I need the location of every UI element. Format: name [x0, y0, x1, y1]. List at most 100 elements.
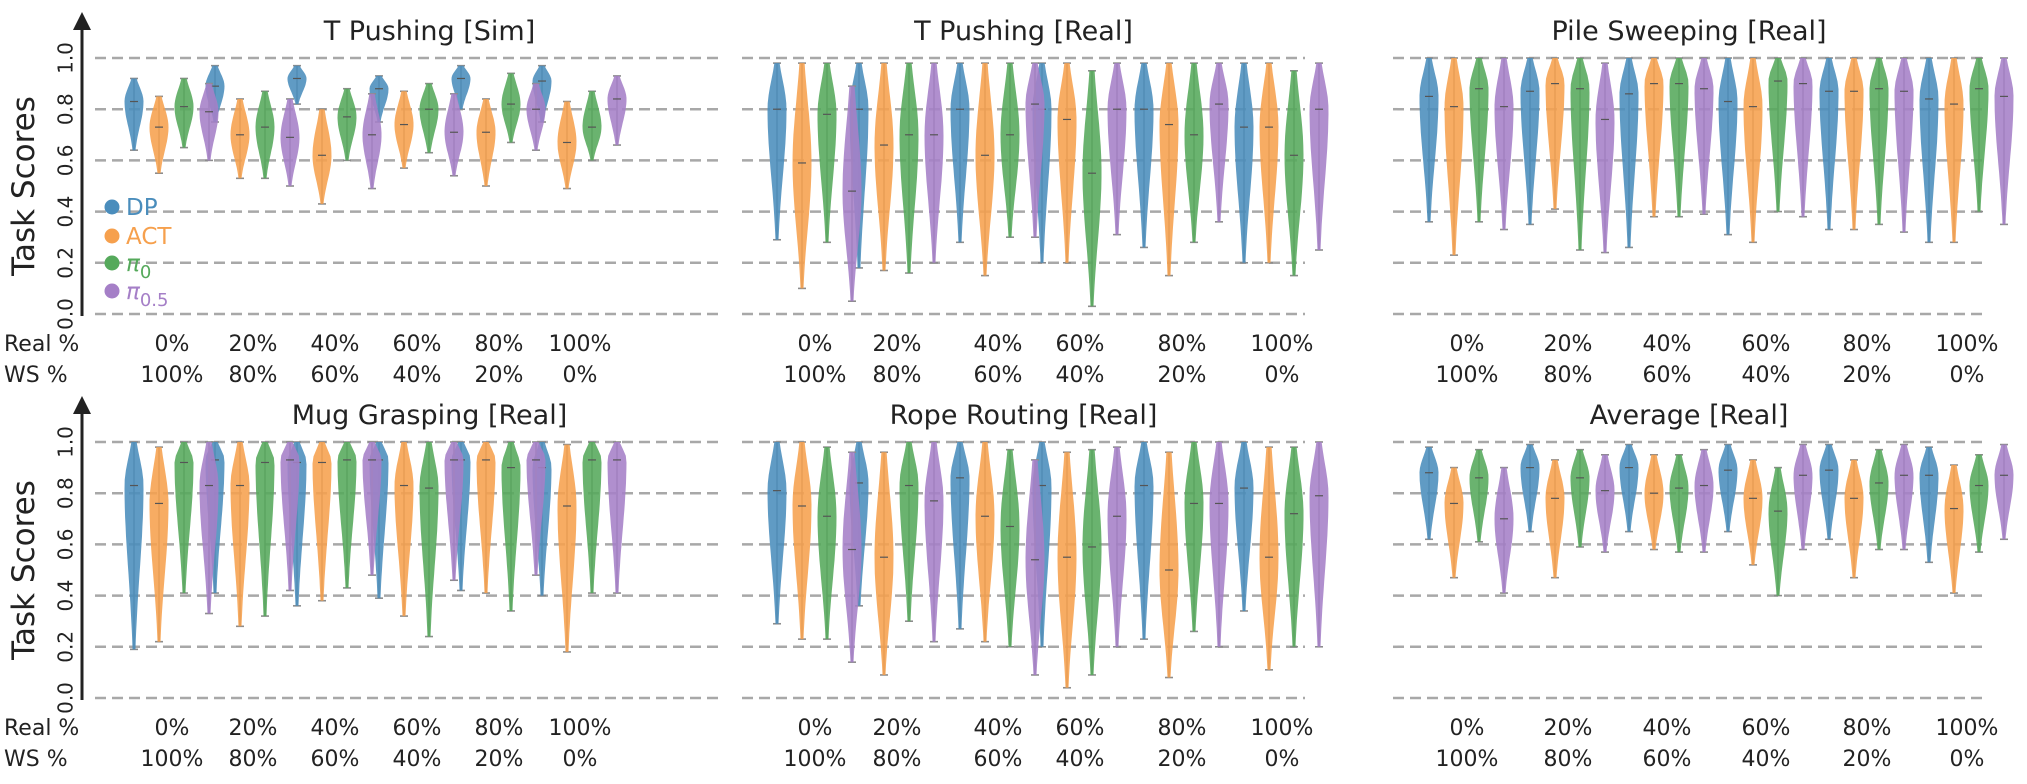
violin-ACT-40%	[1644, 453, 1664, 551]
x-tick-real-pct: 40%	[1643, 332, 1692, 357]
violin-ACT-20%	[874, 62, 894, 272]
violin-ACT-0%	[792, 62, 812, 290]
y-tick-label: 0.2	[54, 631, 78, 663]
violin-body	[1419, 447, 1439, 540]
violin-pi0-40%	[1000, 62, 1020, 238]
violin-body	[899, 63, 919, 273]
violin-ACT-100%	[1944, 57, 1964, 244]
violin-ACT-100%	[1259, 62, 1279, 264]
violin-body	[607, 75, 627, 145]
violin-pi05-80%	[1894, 57, 1914, 233]
violin-pi0-60%	[1768, 57, 1788, 213]
x-tick-real-pct: 80%	[475, 716, 524, 741]
x-tick-ws-pct: 40%	[393, 747, 442, 772]
violin-body	[924, 442, 944, 642]
violin-pi0-40%	[337, 87, 357, 162]
violin-ACT-0%	[149, 446, 169, 643]
violin-body	[1819, 58, 1839, 230]
violin-body	[1494, 467, 1514, 593]
x-tick-ws-pct: 80%	[1544, 747, 1593, 772]
x-tick-ws-pct: 100%	[784, 747, 847, 772]
x-tick-real-pct: 60%	[1056, 332, 1105, 357]
violin-pi05-60%	[444, 441, 464, 582]
x-tick-ws-pct: 20%	[1843, 747, 1892, 772]
violin-body	[476, 99, 496, 186]
violin-body	[1793, 58, 1813, 217]
violin-body	[501, 73, 521, 143]
x-tick-ws-pct: 40%	[1742, 363, 1791, 388]
violin-body	[950, 442, 970, 629]
x-tick-ws-pct: 100%	[141, 747, 204, 772]
violin-pi05-0%	[1494, 57, 1514, 231]
violin-body	[975, 63, 995, 276]
violin-body	[174, 442, 194, 593]
y-tick-label: 0.0	[54, 682, 78, 714]
violin-body	[1793, 444, 1813, 550]
violin-body	[1520, 444, 1540, 532]
violin-DP-0%	[124, 77, 144, 151]
violin-pi0-80%	[1184, 62, 1204, 244]
y-tick-label: 0.6	[54, 528, 78, 560]
violin-DP-80%	[1134, 62, 1154, 249]
row-label-ws: WS %	[4, 747, 68, 772]
violin-ACT-20%	[1545, 57, 1565, 210]
violin-body	[124, 78, 144, 151]
violin-body	[1209, 63, 1229, 222]
violin-DP-100%	[1234, 62, 1254, 264]
x-tick-ws-pct: 100%	[1436, 363, 1499, 388]
violin-pi0-20%	[1570, 57, 1590, 251]
violin-body	[230, 99, 250, 179]
violin-body	[1619, 58, 1639, 248]
violin-ACT-100%	[557, 100, 577, 190]
x-tick-ws-pct: 20%	[475, 363, 524, 388]
violin-pi05-40%	[1025, 459, 1045, 676]
x-tick-real-pct: 40%	[311, 332, 360, 357]
violin-pi05-100%	[607, 75, 627, 146]
violin-body	[767, 442, 787, 624]
violin-pi05-40%	[1694, 57, 1714, 215]
violin-ACT-20%	[230, 441, 250, 628]
legend-text: DP	[126, 195, 158, 221]
violin-ACT-0%	[149, 95, 169, 174]
violin-DP-80%	[1819, 443, 1839, 541]
legend-label-ACT: ACT	[126, 224, 172, 250]
violin-body	[924, 63, 944, 263]
violin-body	[362, 93, 382, 189]
violin-pi0-100%	[1284, 70, 1304, 277]
x-tick-real-pct: 100%	[1936, 716, 1999, 741]
violin-body	[526, 442, 546, 576]
violin-ACT-80%	[1159, 451, 1179, 679]
violin-pi0-20%	[899, 62, 919, 274]
violin-pi05-100%	[1994, 443, 2014, 541]
legend-text: π	[126, 279, 141, 305]
violin-pi0-80%	[1869, 448, 1889, 551]
violin-body	[199, 83, 219, 161]
violin-pi05-20%	[924, 62, 944, 264]
violin-body	[1025, 63, 1045, 238]
x-tick-real-pct: 60%	[393, 716, 442, 741]
violin-body	[1000, 449, 1020, 647]
violin-pi05-0%	[199, 82, 219, 162]
x-tick-real-pct: 40%	[974, 716, 1023, 741]
violin-body	[1284, 70, 1304, 276]
row-label-ws: WS %	[4, 363, 68, 388]
violin-body	[1644, 58, 1664, 217]
violin-body	[1444, 467, 1464, 578]
legend-label-pi0: π0	[126, 251, 151, 283]
violin-ACT-60%	[394, 441, 414, 617]
violin-pi0-0%	[174, 441, 194, 594]
violin-pi05-80%	[1894, 443, 1914, 551]
violin-pi0-20%	[255, 90, 275, 180]
x-tick-ws-pct: 0%	[563, 747, 598, 772]
violin-body	[1259, 447, 1279, 670]
violin-pi0-100%	[1284, 446, 1304, 648]
violin-body	[1494, 58, 1514, 230]
violin-body	[1768, 467, 1788, 596]
violin-pi0-60%	[419, 82, 439, 154]
violin-body	[1159, 63, 1179, 276]
x-tick-ws-pct: 0%	[1265, 363, 1300, 388]
x-tick-real-pct: 0%	[1450, 716, 1485, 741]
violin-pi05-60%	[1107, 446, 1127, 648]
x-tick-ws-pct: 80%	[873, 747, 922, 772]
violin-body	[557, 101, 577, 189]
